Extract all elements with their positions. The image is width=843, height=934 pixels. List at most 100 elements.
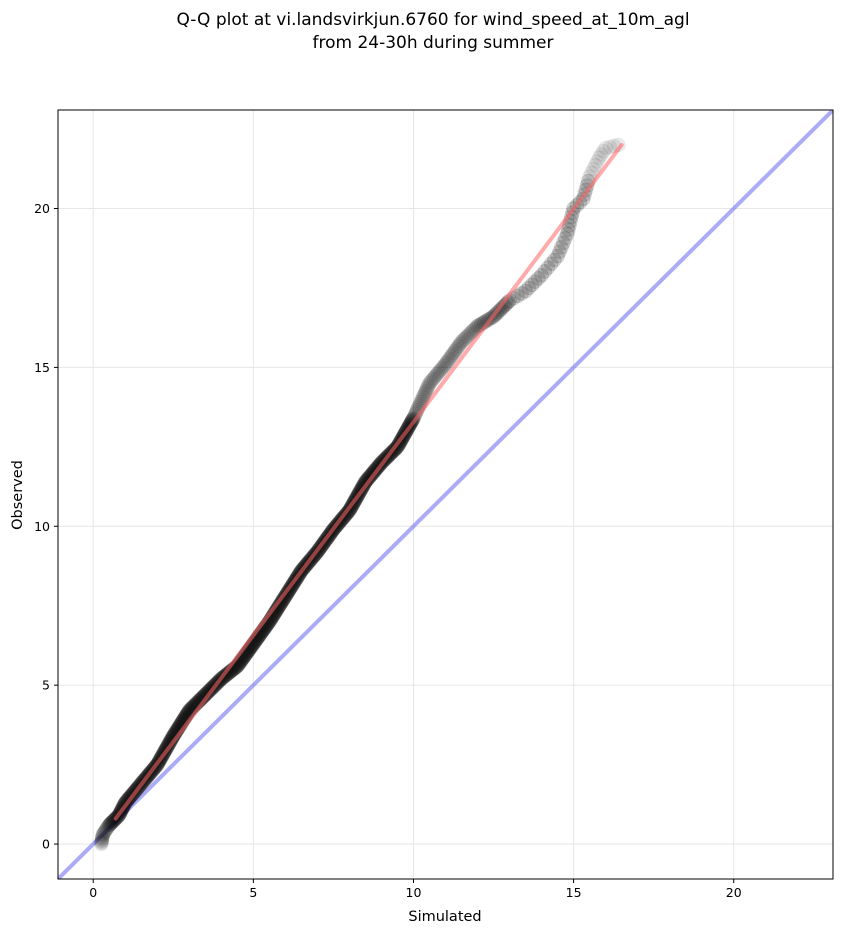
data-point-654 [420,379,436,395]
data-point-723 [554,239,569,255]
data-point-721 [550,248,565,264]
data-point-27 [102,816,118,832]
data-point-662 [430,365,446,381]
data-point-684 [462,326,477,342]
data-point-744 [589,154,605,169]
plot-frame [57,109,834,880]
data-point-664 [433,362,449,377]
data-point-28 [103,816,118,832]
data-point-749 [602,139,618,155]
data-point-722 [552,244,567,260]
grid-lines [58,110,833,879]
data-point-9 [95,829,110,844]
data-point-727 [560,222,576,238]
x-tick-label-2: 10 [406,885,422,900]
data-point-674 [447,343,463,359]
data-point-4 [94,833,109,848]
data-point-677 [451,338,467,354]
data-point-6 [95,832,110,847]
data-point-2 [94,835,109,850]
data-point-720 [546,252,562,268]
data-point-670 [442,351,457,367]
data-point-711 [518,283,533,299]
data-point-713 [524,277,540,293]
data-point-714 [527,274,543,290]
x-axis-ticks: 0 5 10 15 20 [89,879,742,900]
data-point-20 [99,822,114,837]
data-point-676 [450,340,465,355]
data-point-724 [555,235,571,251]
data-point-17 [98,824,113,839]
data-point-665 [435,360,450,376]
data-point-21 [99,821,114,836]
data-point-25 [101,818,116,833]
data-point-24 [101,819,116,834]
data-point-678 [452,336,468,352]
y-tick-label-2: 10 [34,519,50,534]
data-point-743 [587,157,603,173]
y-tick-label-1: 5 [42,678,50,693]
identity-line [58,110,833,879]
data-point-675 [448,341,464,357]
y-axis-ticks: 0 5 10 15 20 [34,201,58,852]
data-point-1 [94,836,109,851]
data-point-26 [101,817,117,833]
chart-title-line-2: from 24-30h during summer [313,33,554,53]
data-point-668 [439,354,455,370]
x-tick-label-1: 5 [249,885,257,900]
data-point-671 [443,349,459,365]
data-point-653 [419,382,435,397]
data-point-3 [94,834,109,849]
data-point-748 [598,140,614,156]
data-point-11 [95,828,110,843]
data-point-0 [94,837,109,852]
data-point-745 [591,150,607,166]
data-point-22 [100,820,115,835]
data-point-681 [457,331,473,347]
data-point-651 [417,386,433,401]
data-point-658 [424,372,440,388]
y-tick-label-0: 0 [42,837,50,852]
data-point-19 [99,822,114,837]
data-point-718 [540,260,556,276]
data-point-715 [530,271,546,286]
data-point-657 [423,374,439,389]
data-point-712 [521,280,537,296]
data-point-742 [586,161,601,177]
data-point-682 [458,329,474,345]
data-point-12 [95,827,110,842]
x-tick-label-0: 0 [89,885,97,900]
data-point-8 [95,830,110,845]
data-point-652 [418,384,434,399]
fit-line [113,142,624,821]
x-axis-label: Simulated [408,909,481,925]
data-point-13 [96,826,111,841]
y-tick-label-3: 15 [34,360,50,375]
data-point-659 [426,370,442,386]
data-point-666 [436,358,452,374]
data-point-667 [438,356,453,372]
data-point-669 [440,353,456,368]
data-point-7 [95,831,110,846]
data-point-10 [95,829,110,844]
data-point-672 [444,347,460,363]
data-point-650 [416,388,432,404]
data-point-679 [454,334,469,350]
data-point-14 [96,826,111,841]
data-point-716 [534,267,549,283]
data-point-15 [97,825,112,840]
data-point-680 [455,332,471,348]
data-point-747 [596,143,611,159]
data-point-683 [460,328,476,344]
data-point-719 [543,256,559,272]
y-axis-label: Observed [10,460,26,530]
data-point-725 [557,230,573,246]
data-point-710 [514,286,529,301]
data-point-726 [559,226,575,242]
data-point-656 [422,375,437,391]
data-point-661 [429,367,445,383]
data-point-663 [432,363,448,379]
data-point-5 [94,833,109,848]
data-point-16 [97,824,112,839]
